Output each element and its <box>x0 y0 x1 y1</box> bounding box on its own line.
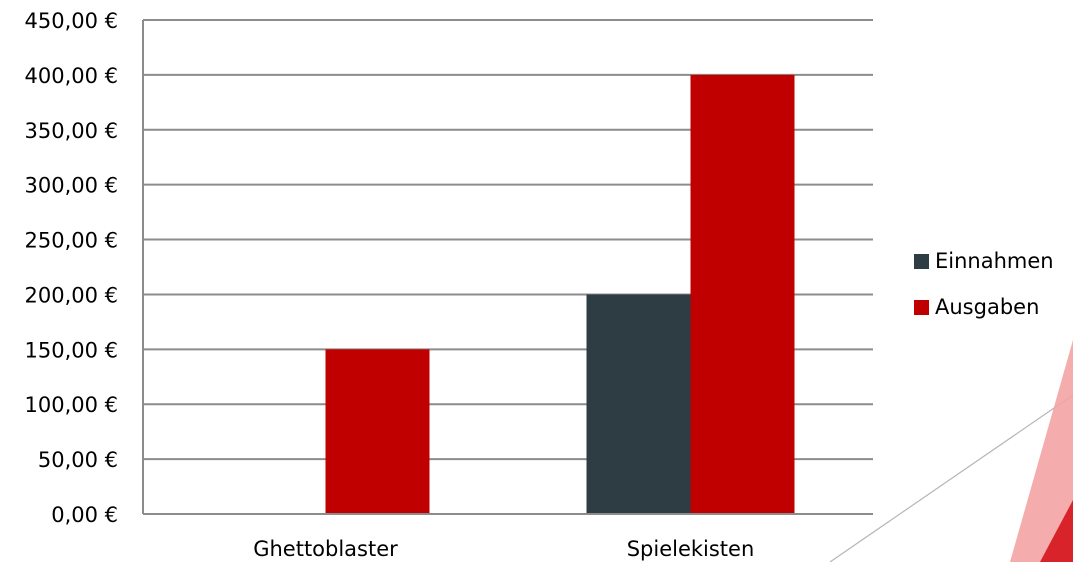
x-axis-ticks: Ghettoblaster Spielekisten <box>253 537 754 561</box>
y-tick-label: 450,00 € <box>24 9 118 33</box>
bars <box>325 74 795 514</box>
decor-line <box>829 394 1073 562</box>
bar-einnahmen-spielekisten <box>586 294 691 514</box>
decor-triangle-dark <box>1040 500 1073 562</box>
decor-triangle-light <box>1010 340 1073 562</box>
y-tick-label: 100,00 € <box>24 393 118 417</box>
y-tick-label: 200,00 € <box>24 283 118 307</box>
legend-label-einnahmen: Einnahmen <box>935 249 1054 273</box>
bar-ausgaben-ghettoblaster <box>325 349 430 514</box>
y-tick-label: 250,00 € <box>24 229 118 253</box>
x-tick-label: Spielekisten <box>627 537 755 561</box>
chart-legend: Einnahmen Ausgaben <box>914 247 1054 339</box>
y-axis-ticks: 0,00 € 50,00 € 100,00 € 150,00 € 200,00 € 250… <box>24 9 118 527</box>
y-tick-label: 400,00 € <box>24 64 118 88</box>
legend-item-einnahmen: Einnahmen <box>914 247 1054 275</box>
legend-swatch-ausgaben <box>914 299 929 315</box>
legend-item-ausgaben: Ausgaben <box>914 293 1054 321</box>
x-tick-label: Ghettoblaster <box>253 537 398 561</box>
y-tick-label: 300,00 € <box>24 174 118 198</box>
legend-label-ausgaben: Ausgaben <box>935 295 1040 319</box>
y-tick-label: 150,00 € <box>24 338 118 362</box>
bar-ausgaben-spielekisten <box>690 74 795 514</box>
y-tick-label: 350,00 € <box>24 119 118 143</box>
legend-swatch-einnahmen <box>914 253 929 269</box>
y-tick-label: 50,00 € <box>38 448 118 472</box>
y-tick-label: 0,00 € <box>51 503 118 527</box>
